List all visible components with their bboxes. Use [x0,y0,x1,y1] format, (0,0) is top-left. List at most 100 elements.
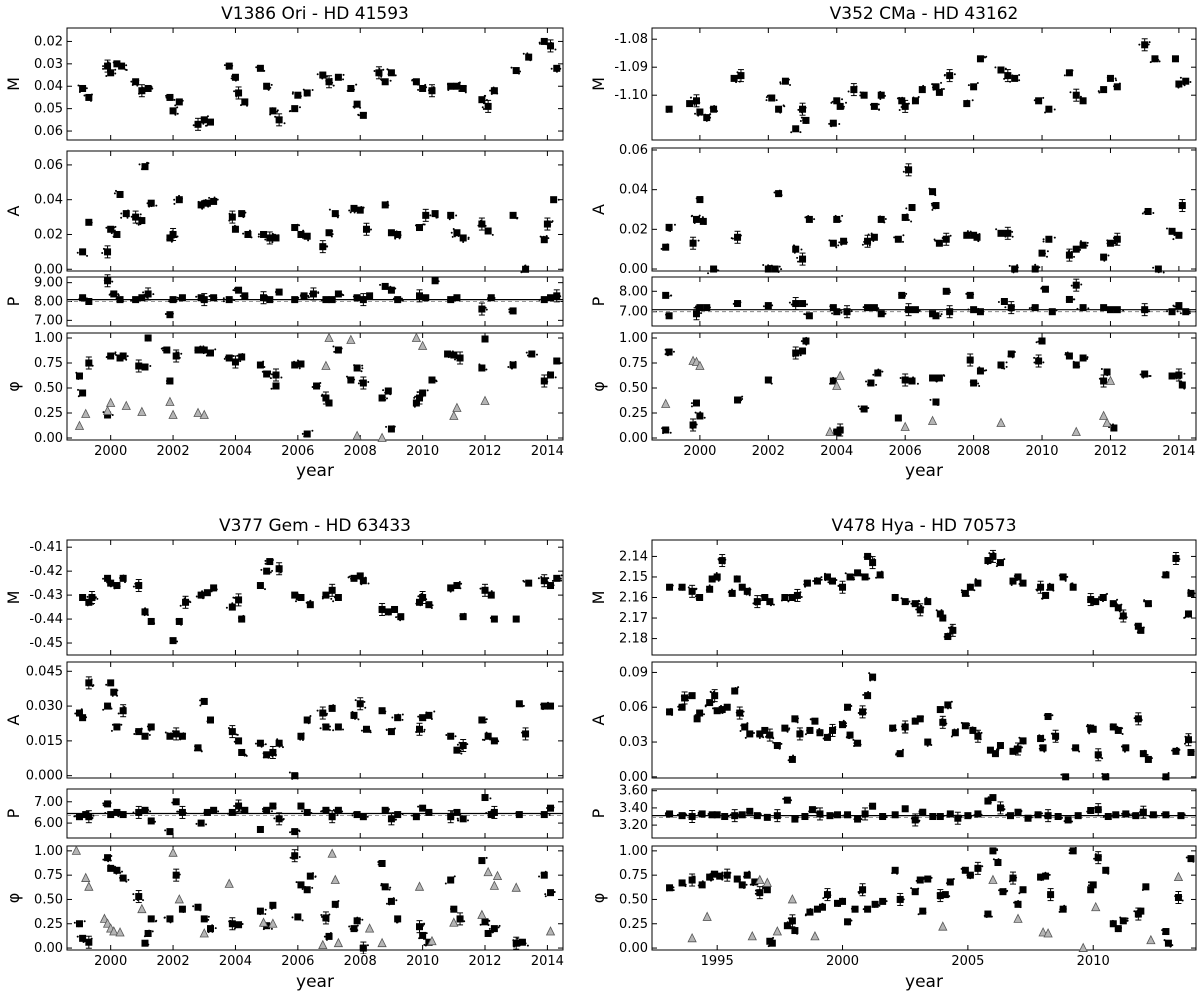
measurement-dot [423,728,426,731]
measurement-dot [862,693,865,696]
measurement-dot [255,66,258,69]
y-tick-label: -1.10 [614,88,648,103]
data-point [291,772,299,780]
measurement-dot [845,101,848,104]
data-point [1039,744,1047,752]
data-point [1079,304,1087,312]
measurement-dot [401,718,404,721]
data-point [356,700,364,708]
data-point [200,915,208,923]
measurement-dot [382,389,385,392]
measurement-dot [510,66,513,69]
measurement-dot [325,712,328,715]
data-point [235,802,243,810]
data-point [550,196,558,204]
measurement-dot [739,729,742,732]
data-point [275,116,283,124]
subplot-m: -1.10-1.09-1.08M [589,27,1197,141]
data-point [378,707,386,715]
measurement-dot [298,106,301,109]
data-point [997,66,1005,74]
data-point [854,739,862,747]
data-point [138,217,146,225]
measurement-dot [687,586,690,589]
data-point [816,810,824,818]
data-point [444,350,452,358]
measurement-dot [525,351,528,354]
measurement-dot [317,291,320,294]
data-point [297,360,305,368]
measurement-dot [460,582,463,585]
data-point [512,939,520,947]
data-point [689,421,697,429]
data-point [325,399,333,407]
data-point [741,723,749,731]
data-point [206,716,214,724]
measurement-dot [917,913,920,916]
data-point [447,732,455,740]
data-point [929,374,937,382]
data-point [1103,368,1111,376]
measurement-dot [289,831,292,834]
measurement-dot [426,389,429,392]
data-point [79,934,87,942]
data-point [238,353,246,361]
data-points [662,278,1191,321]
measurement-dot [329,725,332,728]
data-point [666,810,674,818]
data-points [661,336,1186,437]
measurement-dot [385,425,388,428]
data-point [85,93,93,101]
secondary-phase-marker [84,881,94,891]
data-point [861,810,869,818]
data-point [478,305,486,313]
measurement-dot [264,559,267,562]
data-point [334,290,342,298]
y-tick-label: 0.045 [26,664,63,679]
measurement-dot [676,813,679,816]
measurement-dot [559,362,562,365]
measurement-dot [104,811,107,814]
data-point [1065,295,1073,303]
data-point [1110,424,1118,432]
data-point [547,582,555,590]
data-point [1035,357,1043,365]
data-point [734,233,742,241]
data-point [303,886,311,894]
secondary-phase-marker [333,937,344,948]
data-point [263,806,271,814]
secondary-phase-marker [927,415,938,425]
measurement-dot [745,883,748,886]
measurement-dot [1038,266,1041,269]
data-points [73,794,555,836]
data-point [163,346,171,354]
data-point [350,925,358,933]
measurement-dot [797,260,800,263]
y-tick-label: 7.00 [34,313,63,328]
y-tick-label: 3.40 [619,801,648,816]
measurement-dot [199,699,202,702]
measurement-dot [1121,732,1124,735]
measurement-dot [482,108,485,111]
data-point [225,62,233,70]
data-point [1092,598,1100,606]
data-point [1000,298,1008,305]
data-point [946,308,954,316]
data-point [166,93,174,101]
data-point [1149,811,1157,819]
data-point [1079,354,1087,362]
data-point [891,594,899,601]
data-point [450,351,458,359]
data-point [771,265,779,273]
measurement-dot [703,416,706,419]
data-point [416,923,424,931]
secondary-phase-marker [377,937,387,948]
data-point [823,573,831,581]
measurement-dot [270,927,273,930]
data-point [378,394,386,402]
data-point [1011,74,1019,82]
measurement-dot [749,883,752,886]
y-tick-label: 7.00 [619,305,648,320]
measurement-dot [804,733,807,736]
measurement-dot [1148,41,1151,44]
